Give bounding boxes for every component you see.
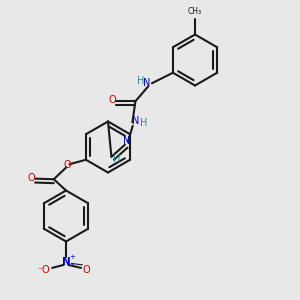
Text: N: N bbox=[123, 136, 131, 146]
Text: O: O bbox=[28, 173, 35, 183]
Text: O: O bbox=[82, 265, 90, 275]
Text: +: + bbox=[69, 254, 75, 260]
Text: N: N bbox=[143, 78, 150, 88]
Text: O: O bbox=[63, 160, 71, 170]
Text: H: H bbox=[137, 76, 144, 86]
Text: H: H bbox=[113, 154, 121, 164]
Text: O: O bbox=[109, 95, 116, 105]
Text: CH₃: CH₃ bbox=[188, 7, 202, 16]
Text: H: H bbox=[140, 118, 148, 128]
Text: N: N bbox=[62, 257, 71, 267]
Text: O: O bbox=[42, 265, 50, 275]
Text: ⁻: ⁻ bbox=[37, 266, 42, 276]
Text: ·: · bbox=[71, 260, 74, 271]
Text: N: N bbox=[132, 116, 140, 126]
